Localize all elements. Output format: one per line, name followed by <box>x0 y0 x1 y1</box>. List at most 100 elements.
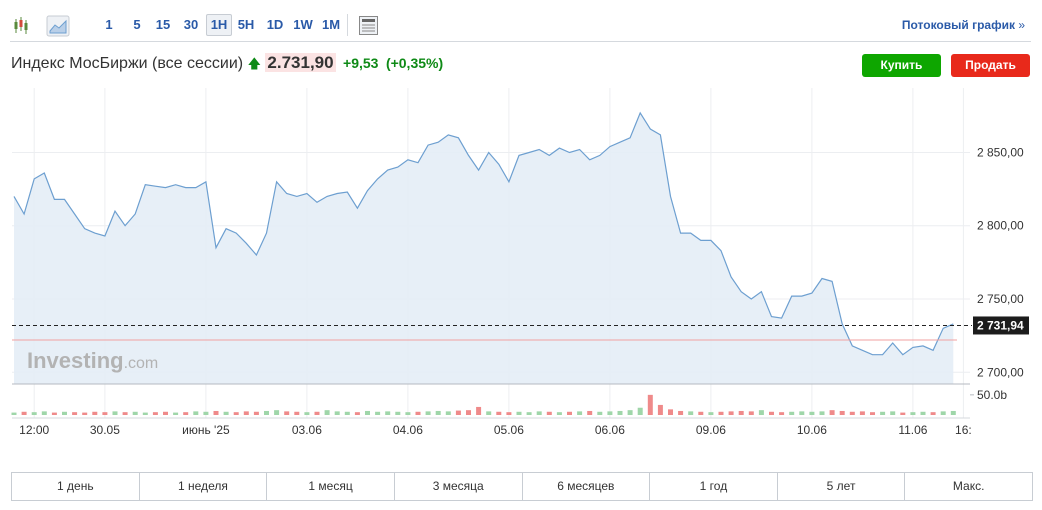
volume-bar <box>264 410 269 415</box>
volume-bar <box>445 411 451 415</box>
interval-button[interactable]: 1W <box>293 17 313 32</box>
volume-bar <box>607 411 613 415</box>
table-icon[interactable] <box>358 15 380 37</box>
volume-bar <box>728 411 734 415</box>
volume-bar <box>455 410 461 415</box>
interval-button[interactable]: 5H <box>237 17 255 32</box>
volume-bar <box>708 412 714 415</box>
chart: 2 700,00 2 750,00 2 800,00 2 850,00 12:00 30.… <box>11 88 1029 437</box>
separator <box>347 14 348 36</box>
volume-bar <box>142 412 148 415</box>
volume-bar <box>476 406 482 415</box>
volume-bar <box>819 411 825 415</box>
x-tick-label: 10.06 <box>797 423 827 437</box>
chevron-icon: » <box>1018 18 1025 32</box>
x-tick-label: 16: <box>955 423 972 437</box>
interval-button[interactable]: 15 <box>155 17 171 32</box>
volume-bar <box>556 412 562 415</box>
period-button[interactable]: 1 день <box>57 479 94 493</box>
chart-type-icons[interactable] <box>12 14 92 38</box>
volume-bar <box>829 410 835 415</box>
streaming-link-text[interactable]: Потоковый график <box>901 18 1015 32</box>
volume-bar <box>769 411 774 415</box>
x-tick-label: 11.06 <box>898 423 927 437</box>
interval-button[interactable]: 1 <box>105 17 113 32</box>
interval-button[interactable]: 30 <box>183 17 199 32</box>
volume-bar <box>678 410 684 415</box>
volume-bar <box>496 411 502 415</box>
period-button[interactable]: Макс. <box>904 473 1032 500</box>
interval-button[interactable]: 5 <box>133 17 141 32</box>
volume-bar <box>647 394 653 415</box>
volume-bar <box>930 412 936 415</box>
volume-bar <box>233 412 239 415</box>
price-line <box>13 111 954 356</box>
x-tick-label: 05.06 <box>494 423 524 437</box>
volume-bar <box>294 411 300 415</box>
volume-bar <box>354 412 360 415</box>
volume-bar <box>365 410 370 415</box>
volume-bar <box>597 411 603 415</box>
up-arrow: 🡅 <box>247 56 261 71</box>
period-button[interactable]: 1 неделя <box>138 473 267 500</box>
volume-tick-label: 50.0b <box>977 388 1007 402</box>
volume-bar <box>698 411 704 415</box>
toolbar: Потоковый график » 1 5 15 30 1H 5H 1D 1W 1M <box>10 10 1031 42</box>
period-bar: 1 день 1 неделя 1 месяц 3 месяца 6 месяцев 1 … <box>11 472 1033 501</box>
period-button[interactable]: 5 лет <box>776 473 905 500</box>
instrument-header: Индекс МосБиржи (все сессии) 🡅 2.731,90 … <box>11 53 443 77</box>
volume-bar <box>466 410 471 415</box>
volume-bar <box>152 412 158 415</box>
volume-bar <box>284 411 290 415</box>
interval-button[interactable]: 1H <box>206 14 232 36</box>
volume-bar <box>748 411 754 415</box>
x-tick-label: 04.06 <box>393 423 423 437</box>
volume-bar <box>193 411 199 415</box>
y-tick-label: 2 700,00 <box>977 365 1024 379</box>
volume-bar <box>243 411 249 415</box>
interval-button[interactable]: 1D <box>266 17 284 32</box>
volume-bar <box>314 411 320 415</box>
volume-bar <box>21 411 27 415</box>
volume-bar <box>41 411 47 415</box>
volume-bar <box>910 412 916 415</box>
volume-bar <box>173 412 179 415</box>
x-tick-label: 30.05 <box>90 423 120 437</box>
volume-bar <box>859 411 865 415</box>
volume-bar <box>738 410 744 415</box>
volume-bar <box>637 407 643 415</box>
volume-bar <box>617 410 623 415</box>
volume-bar <box>425 411 431 415</box>
volume-bar <box>344 411 350 415</box>
period-button[interactable]: 6 месяцев <box>521 473 650 500</box>
volume-bar <box>253 411 259 415</box>
buy-button[interactable]: Купить <box>862 54 941 77</box>
y-tick-label: 2 750,00 <box>977 292 1024 306</box>
interval-button[interactable]: 1M <box>321 17 341 32</box>
volume-bar <box>435 410 441 415</box>
x-tick-label: июнь '25 <box>182 423 230 437</box>
volume-bar <box>375 411 381 415</box>
period-button[interactable]: 1 год <box>649 473 777 500</box>
period-button[interactable]: 3 месяца <box>393 473 522 500</box>
volume-bar <box>122 412 128 415</box>
volume-bar <box>51 412 57 415</box>
streaming-link[interactable]: Потоковый график » <box>902 18 1025 32</box>
volume-bar <box>880 411 886 415</box>
volume-bar <box>395 411 401 415</box>
volume-bar <box>688 411 694 415</box>
volume-bar <box>567 411 572 415</box>
sell-button[interactable]: Продать <box>951 54 1030 77</box>
volume-bar <box>213 410 219 415</box>
period-button[interactable]: 1 месяц <box>266 473 394 500</box>
x-tick-label: 09.06 <box>696 423 726 437</box>
volume-bar <box>102 412 108 415</box>
volume-bar <box>718 411 724 415</box>
volume-bar <box>799 411 805 415</box>
volume-bar <box>789 411 795 415</box>
volume-bar <box>920 411 926 415</box>
x-tick-label: 12:00 <box>19 423 49 437</box>
change-percent: (+0,35%) <box>385 55 444 71</box>
volume-bar <box>809 411 815 415</box>
watermark-suffix: .com <box>124 355 159 372</box>
